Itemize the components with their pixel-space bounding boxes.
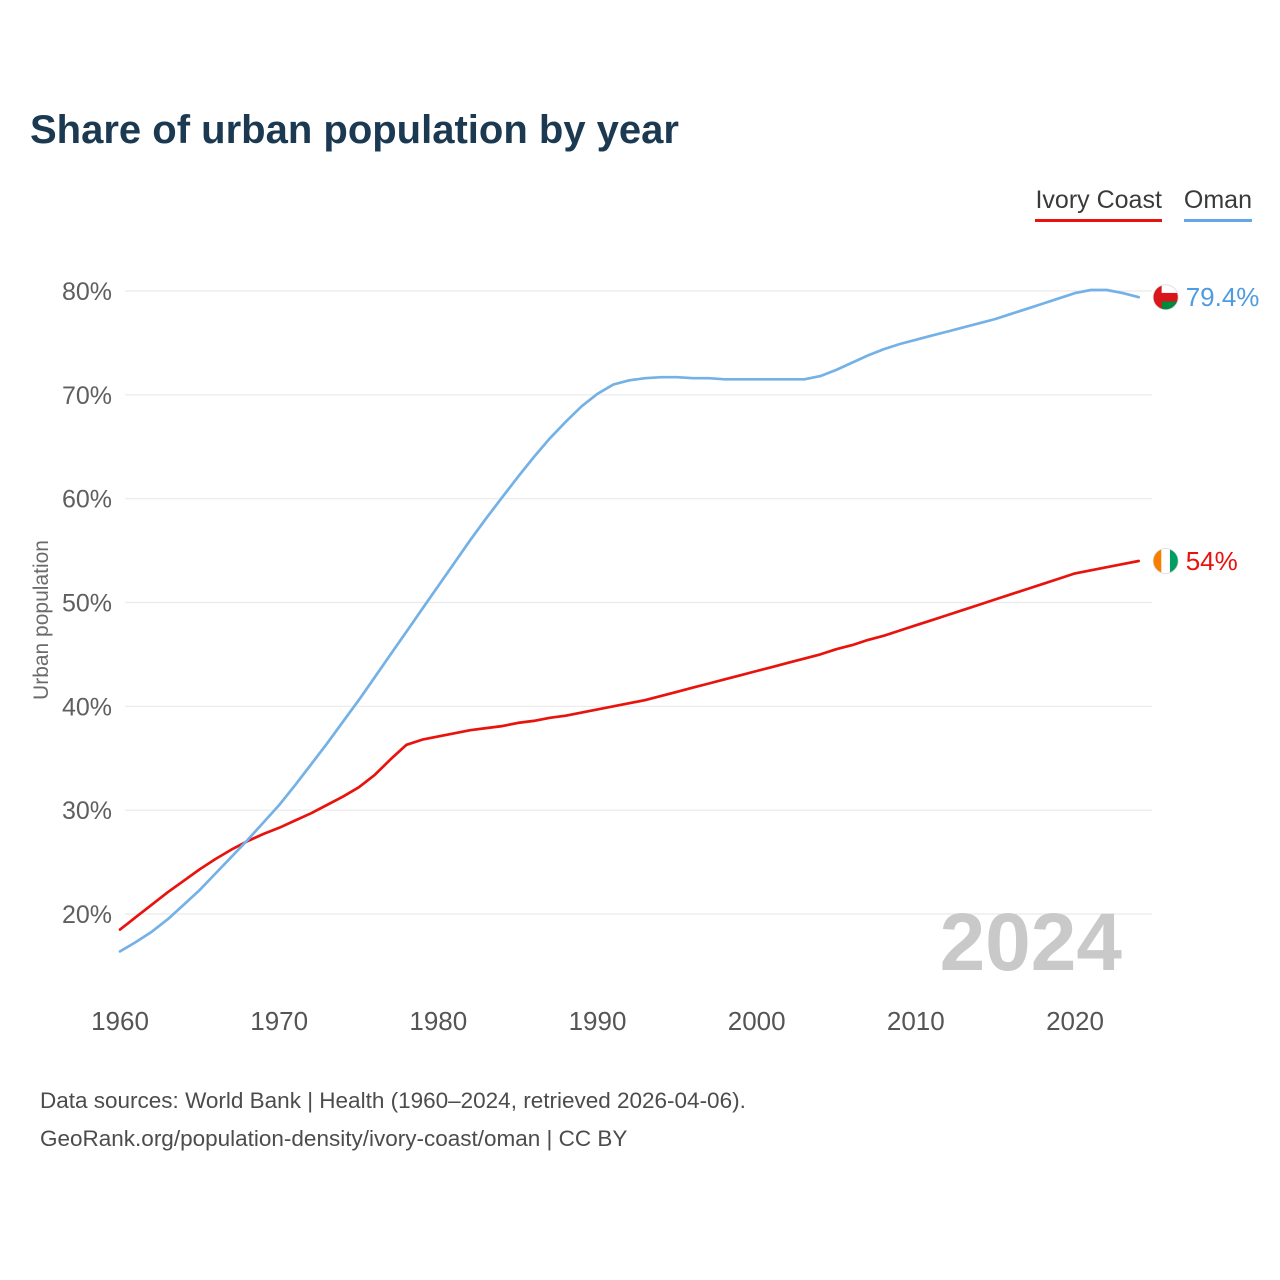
watermark-year: 2024 bbox=[940, 897, 1123, 988]
y-tick-label: 50% bbox=[62, 590, 112, 618]
gridlines bbox=[125, 290, 1152, 915]
x-tick-label: 2010 bbox=[887, 1006, 945, 1036]
y-tick-label: 30% bbox=[62, 797, 112, 825]
y-axis-label: Urban population bbox=[30, 540, 53, 700]
legend-item-ivory-coast[interactable]: Ivory Coast bbox=[1035, 186, 1162, 222]
end-label-oman: 79.4% bbox=[1186, 282, 1260, 312]
y-axis-ticks: 20% 30% 40% 50% 60% 70% 80% bbox=[62, 278, 112, 929]
line-chart: 20% 30% 40% 50% 60% 70% 80% 1960 1970 1980 1990 20… bbox=[30, 278, 1260, 1036]
x-tick-label: 1970 bbox=[250, 1006, 308, 1036]
end-markers: 54% 79.4% bbox=[1152, 282, 1260, 576]
footer-sources: Data sources: World Bank | Health (1960–… bbox=[40, 1088, 746, 1113]
flag-icon-oman bbox=[1152, 284, 1179, 311]
y-tick-label: 80% bbox=[62, 278, 112, 306]
footer: Data sources: World Bank | Health (1960–… bbox=[40, 1082, 746, 1158]
x-tick-label: 1990 bbox=[569, 1006, 627, 1036]
y-tick-label: 20% bbox=[62, 901, 112, 929]
legend-item-oman[interactable]: Oman bbox=[1183, 186, 1252, 222]
series-line-oman bbox=[118, 288, 1141, 953]
y-tick-label: 70% bbox=[62, 382, 112, 410]
series-lines bbox=[118, 288, 1141, 953]
x-tick-label: 2000 bbox=[728, 1006, 786, 1036]
x-tick-label: 1960 bbox=[91, 1006, 149, 1036]
y-tick-label: 40% bbox=[62, 693, 112, 721]
flag-icon-ivory-coast bbox=[1152, 548, 1179, 574]
series-line-ivory-coast bbox=[118, 559, 1141, 931]
y-tick-label: 60% bbox=[62, 486, 112, 514]
page-title: Share of urban population by year bbox=[30, 108, 679, 152]
x-axis-ticks: 1960 1970 1980 1990 2000 2010 2020 bbox=[91, 1006, 1104, 1036]
end-label-ivory-coast: 54% bbox=[1186, 546, 1238, 576]
x-tick-label: 2020 bbox=[1046, 1006, 1104, 1036]
legend: Ivory Coast Oman bbox=[1035, 186, 1252, 222]
x-tick-label: 1980 bbox=[409, 1006, 467, 1036]
footer-link[interactable]: GeoRank.org/population-density/ivory-coa… bbox=[40, 1126, 628, 1151]
